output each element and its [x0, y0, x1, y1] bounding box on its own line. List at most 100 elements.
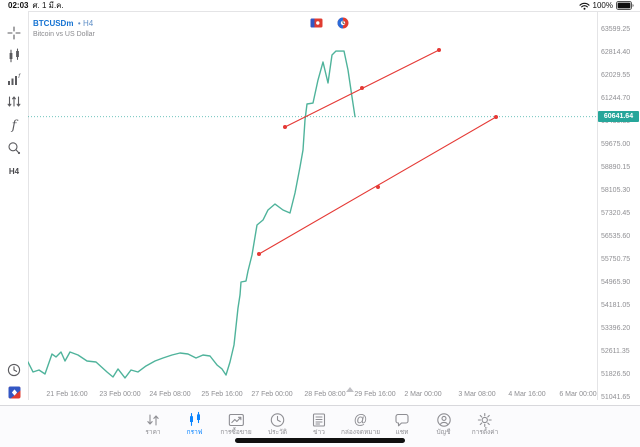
quotes-icon [144, 411, 162, 429]
svg-text:f: f [18, 73, 21, 80]
tab-mailbox[interactable]: @ กล่องจดหมาย [341, 411, 380, 437]
objects-icon [6, 140, 22, 156]
price-axis-label: 55750.75 [601, 256, 631, 263]
price-axis-label: 63599.25 [601, 26, 631, 33]
price-axis-label: 52611.35 [601, 348, 630, 355]
svg-text:f: f [11, 119, 19, 134]
chart-icon [186, 411, 204, 429]
function-icon: f [6, 117, 22, 134]
time-axis[interactable]: 21 Feb 16:00 23 Feb 00:00 24 Feb 08:00 25 F… [0, 389, 597, 402]
tab-label: กล่องจดหมาย [340, 429, 381, 436]
status-bar: 02:03 ศ. 1 มี.ค. 100% [0, 0, 640, 11]
settings-icon [476, 411, 494, 429]
symbol-description: Bitcoin vs US Dollar [33, 31, 95, 39]
tab-label: ข่าว [313, 429, 325, 436]
wifi-icon [578, 2, 590, 10]
tab-settings[interactable]: การตั้งค่า [472, 411, 498, 437]
history-icon [268, 411, 286, 429]
price-axis-label: 58105.30 [601, 187, 631, 194]
price-axis-label: 51041.65 [601, 394, 631, 401]
symbol-label: BTCUSDm [33, 19, 74, 28]
tab-news[interactable]: ข่าว [310, 411, 328, 437]
tab-label: การตั้งค่า [471, 429, 499, 436]
price-axis-label: 54181.05 [601, 302, 631, 309]
tab-label: บัญชี [436, 429, 451, 436]
indicators-button[interactable]: f [0, 69, 28, 89]
price-axis-label: 62029.55 [601, 72, 631, 79]
symbol-flag-button[interactable] [0, 382, 28, 402]
tab-label: การซื้อขาย [220, 429, 252, 436]
price-axis-divider [597, 11, 598, 400]
time-axis-label: 24 Feb 08:00 [149, 391, 191, 398]
mailbox-icon: @ [352, 411, 370, 429]
toolbar-divider [28, 11, 29, 400]
timeframe-label: • H4 [77, 19, 94, 28]
upper-trendline-handle[interactable] [437, 47, 441, 52]
calendar-event-flag-icon[interactable] [310, 18, 323, 28]
tab-history[interactable]: ประวัติ [268, 411, 287, 437]
time-axis-label: 2 Mar 00:00 [404, 391, 442, 398]
symbol-flag-icon [8, 386, 21, 399]
time-axis-label: 6 Mar 00:00 [559, 391, 597, 398]
price-axis[interactable]: 63599.2562814.4062029.5561244.7060459.85… [597, 0, 640, 405]
lower-trendline-handle[interactable] [494, 115, 498, 120]
price-axis-label: 54965.90 [601, 279, 631, 286]
status-date: ศ. 1 มี.ค. [32, 1, 64, 10]
price-axis-label: 59675.00 [601, 141, 631, 148]
calendar-event-clock-icon[interactable] [337, 17, 349, 29]
trade-icon [227, 411, 245, 429]
time-axis-label: 28 Feb 08:00 [304, 391, 346, 398]
lower-trendline-handle[interactable] [257, 252, 261, 257]
lower-trendline-handle[interactable] [376, 184, 380, 189]
tab-chat[interactable]: แชท [393, 411, 411, 437]
current-price-badge: 60641.64 [598, 111, 639, 123]
price-axis-label: 57320.45 [601, 210, 631, 217]
time-axis-label: 27 Feb 00:00 [251, 391, 293, 398]
timeframe-button[interactable]: H4 [8, 166, 20, 176]
time-axis-label: 23 Feb 00:00 [99, 391, 141, 398]
status-time: 02:03 [8, 1, 29, 10]
account-icon [435, 411, 453, 429]
tab-account[interactable]: บัญชี [435, 411, 453, 437]
chart-type-icon [6, 48, 22, 64]
time-axis-label: 21 Feb 16:00 [46, 391, 88, 398]
price-axis-label: 51826.50 [601, 371, 631, 378]
price-series-line[interactable] [28, 50, 356, 379]
news-icon [310, 411, 328, 429]
tab-label: กราฟ [186, 429, 203, 436]
svg-text:@: @ [354, 412, 368, 427]
objects-button[interactable] [0, 138, 28, 158]
function-button[interactable]: f [0, 115, 28, 135]
chart-type-button[interactable] [0, 46, 28, 66]
price-axis-label: 56535.60 [601, 233, 631, 240]
tab-label: แชท [395, 429, 409, 436]
crosshair-icon [6, 25, 22, 41]
price-axis-label: 62814.40 [601, 49, 631, 56]
status-indicators: 100% [578, 0, 634, 11]
chart-toolbar: f f H4 [0, 11, 28, 400]
chart-shift-marker[interactable] [346, 387, 354, 392]
tab-label: ราคา [145, 429, 161, 436]
upper-trendline-handle[interactable] [283, 125, 287, 130]
upper-trendline-handle[interactable] [360, 86, 364, 91]
price-axis-label: 53396.20 [601, 325, 631, 332]
chart-top-border [0, 11, 640, 12]
chart-header: BTCUSDm • H4 Bitcoin vs US Dollar [33, 13, 95, 39]
tab-chart[interactable]: กราฟ [186, 411, 204, 437]
crosshair-button[interactable] [0, 23, 28, 43]
levels-button[interactable] [0, 92, 28, 112]
clock-button[interactable] [0, 360, 28, 380]
clock-icon [6, 362, 22, 378]
price-axis-label: 61244.70 [601, 95, 631, 102]
tab-trade[interactable]: การซื้อขาย [220, 411, 252, 437]
tab-label: ประวัติ [268, 429, 287, 436]
time-axis-label: 4 Mar 16:00 [508, 391, 546, 398]
price-chart[interactable] [28, 11, 597, 388]
price-axis-label: 58890.15 [601, 164, 631, 171]
status-datetime: 02:03 ศ. 1 มี.ค. [8, 0, 64, 11]
tab-quotes[interactable]: ราคา [144, 411, 162, 437]
battery-percent-label: 100% [592, 1, 613, 10]
home-indicator[interactable] [235, 438, 405, 443]
chart-plot-area[interactable] [28, 11, 597, 388]
